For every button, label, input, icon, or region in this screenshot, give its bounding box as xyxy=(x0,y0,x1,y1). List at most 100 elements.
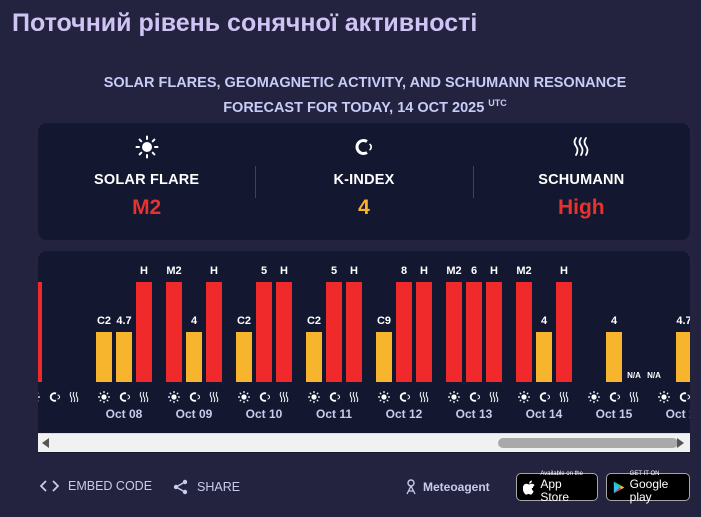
bar-value-label: H xyxy=(560,265,568,277)
share-icon xyxy=(173,479,188,495)
chart-bar[interactable] xyxy=(516,282,532,382)
embed-code-button[interactable]: EMBED CODE xyxy=(40,479,152,493)
chart-bar[interactable] xyxy=(206,282,222,382)
embed-code-label: EMBED CODE xyxy=(68,479,153,493)
date-label: Oct 09 xyxy=(176,407,213,421)
apple-logo-icon xyxy=(523,479,535,495)
waves-icon xyxy=(349,391,359,403)
appstore-big-text: App Store xyxy=(540,476,570,504)
chart-bar[interactable] xyxy=(396,282,412,382)
bar-value-label: C9 xyxy=(377,315,391,327)
magnet-icon xyxy=(679,392,690,402)
sun-icon xyxy=(588,391,600,403)
bar-value-label: 8 xyxy=(401,265,407,277)
code-brackets-icon xyxy=(40,480,59,492)
chart-bar[interactable] xyxy=(536,332,552,382)
bar-value-label: 4 xyxy=(611,315,618,327)
solar-flare-value: M2 xyxy=(132,196,162,219)
bar-value-label: 5 xyxy=(331,265,337,277)
magnet-icon xyxy=(539,392,550,402)
brand-label: Meteoagent xyxy=(423,480,490,494)
date-label: Oct 14 xyxy=(526,407,563,421)
bar-value-label: M2 xyxy=(446,265,461,277)
utc-label: UTC xyxy=(488,98,507,108)
chart-bar[interactable] xyxy=(96,332,112,382)
bar-value-label: H xyxy=(280,265,288,277)
chart-bar[interactable] xyxy=(116,332,132,382)
chart-bar[interactable] xyxy=(346,282,362,382)
waves-icon xyxy=(489,391,499,403)
chart-bar[interactable] xyxy=(466,282,482,382)
bar-value-label: 4 xyxy=(191,315,198,327)
app-store-badge[interactable]: Available on the App Store xyxy=(516,471,598,504)
k-index-value: 4 xyxy=(358,196,370,219)
bar-value-label: 4.7 xyxy=(116,315,131,327)
magnet-icon xyxy=(259,392,270,402)
bar-value-label: M2 xyxy=(516,265,531,277)
sun-icon xyxy=(238,391,250,403)
bar-value-label: C2 xyxy=(307,315,321,327)
chart-bar[interactable] xyxy=(136,282,152,382)
chart-bar[interactable] xyxy=(276,282,292,382)
date-label: Oct 11 xyxy=(316,407,352,421)
chart-bar[interactable] xyxy=(446,282,462,382)
share-label: SHARE xyxy=(197,480,241,494)
bar-value-label: 4.7 xyxy=(676,315,690,327)
chart-bar[interactable] xyxy=(326,282,342,382)
chart-bar[interactable] xyxy=(416,282,432,382)
chart-bar[interactable] xyxy=(38,282,42,382)
chart-bar[interactable] xyxy=(676,332,690,382)
forecast-chart-svg: C2 4.7 H Oct 08 M2 4 H Oct 09 C2 5 H Oct 10 C2 5 H Oct … xyxy=(38,265,690,421)
waves-icon xyxy=(629,391,639,403)
waves-icon xyxy=(139,391,149,403)
waves-icon xyxy=(69,391,79,403)
scrollbar-thumb[interactable] xyxy=(498,438,678,448)
chart-bar[interactable] xyxy=(306,332,322,382)
bar-value-label: M2 xyxy=(166,265,181,277)
meteoagent-brand[interactable]: Meteoagent xyxy=(405,479,490,495)
bar-value-label: H xyxy=(490,265,498,277)
chart-bar[interactable] xyxy=(486,282,502,382)
date-label: Oct 15 xyxy=(596,407,633,421)
solar-flare-label: SOLAR FLARE xyxy=(94,172,200,188)
sun-icon xyxy=(38,392,40,402)
sun-icon xyxy=(658,391,670,403)
k-index-label: K-INDEX xyxy=(333,172,395,188)
bar-value-label: H xyxy=(420,265,428,277)
page-title: Поточний рівень сонячної активності xyxy=(12,9,478,37)
subtitle-line-1: SOLAR FLARES, GEOMAGNETIC ACTIVITY, AND … xyxy=(103,75,627,91)
chart-bar[interactable] xyxy=(166,282,182,382)
chart-bar[interactable] xyxy=(556,282,572,382)
bar-value-label: N/A xyxy=(647,371,661,380)
sun-icon xyxy=(448,391,460,403)
scroll-left-arrow-icon[interactable] xyxy=(42,438,49,448)
date-label: Oct 08 xyxy=(106,407,143,421)
sun-icon xyxy=(135,135,159,159)
bar-value-label: 4 xyxy=(541,315,548,327)
bar-value-label: H xyxy=(350,265,358,277)
magnet-icon xyxy=(399,392,410,402)
chart-bar[interactable] xyxy=(606,332,622,382)
bar-value-label: N/A xyxy=(627,371,641,380)
bar-value-label: C2 xyxy=(97,315,111,327)
magnet-icon xyxy=(469,392,480,402)
date-label: Oct 16 xyxy=(666,407,690,421)
googleplay-small-text: GET IT ON xyxy=(629,470,660,477)
share-button[interactable]: SHARE xyxy=(173,479,240,495)
chart-scrollbar[interactable] xyxy=(38,433,690,452)
meteoagent-logo-icon xyxy=(406,479,416,495)
bar-value-label: 6 xyxy=(471,265,477,277)
chart-bar[interactable] xyxy=(376,332,392,382)
chart-bar[interactable] xyxy=(256,282,272,382)
chart-bar[interactable] xyxy=(236,332,252,382)
google-play-badge[interactable]: GET IT ON Google play xyxy=(606,470,690,503)
google-play-logo-icon xyxy=(613,481,625,493)
summary-card: SOLAR FLARE M2 K-INDEX 4 SCHUMANN High xyxy=(38,123,690,240)
waves-icon xyxy=(419,391,429,403)
magnet-icon xyxy=(189,392,200,402)
waves-icon xyxy=(209,391,219,403)
summary-solar-flare: SOLAR FLARE M2 xyxy=(38,123,255,240)
chart-bar[interactable] xyxy=(186,332,202,382)
sun-icon xyxy=(518,391,530,403)
scroll-right-arrow-icon[interactable] xyxy=(677,438,684,448)
